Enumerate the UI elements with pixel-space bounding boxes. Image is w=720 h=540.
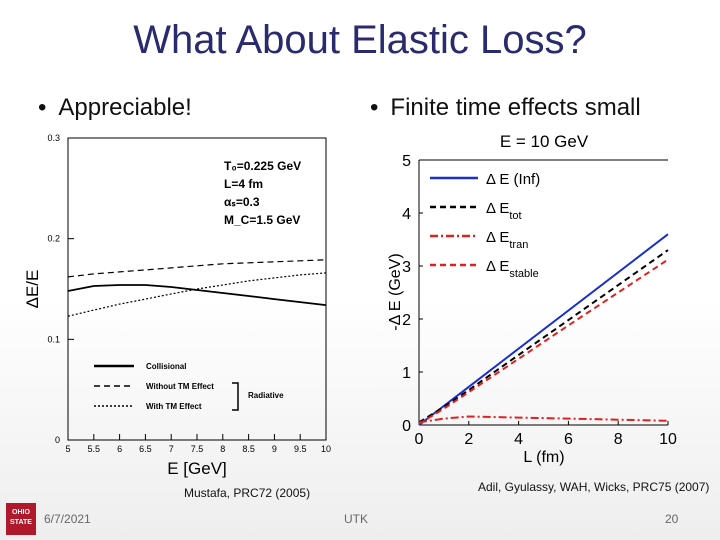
series-line-right [418, 233, 669, 426]
x-axis-label-left: E [GeV] [167, 459, 227, 478]
y-tick-label-left: 0.1 [47, 334, 60, 344]
bullet-right-text: Finite time effects small [390, 94, 641, 121]
y-tick-label-left: 0.3 [47, 133, 60, 143]
y-tick-label-right: 5 [402, 153, 411, 170]
legend-label-subscript: tran [509, 239, 528, 251]
x-tick-label-right: 10 [659, 431, 677, 448]
x-tick-label-right: 4 [514, 431, 523, 448]
citation-right: Adil, Gyulassy, WAH, Wicks, PRC75 (2007) [478, 480, 710, 494]
x-axis-label-right: L (fm) [523, 449, 564, 466]
legend-label-left: Collisional [146, 362, 186, 371]
x-tick-label-left: 9.5 [294, 444, 307, 454]
y-tick-label-left: 0.2 [47, 234, 60, 244]
x-tick-label-right: 2 [464, 431, 473, 448]
logo-text-line: STATE [10, 519, 32, 526]
bullet-dot-icon: • [38, 94, 47, 121]
x-tick-label-left: 9 [272, 444, 277, 454]
x-tick-label-left: 6 [117, 444, 122, 454]
x-tick-label-left: 5 [65, 444, 70, 454]
legend-bracket [232, 382, 239, 411]
x-tick-label-right: 0 [415, 431, 424, 448]
bullet-left-text: Appreciable! [58, 94, 192, 121]
parameter-label: M_C=1.5 GeV [224, 213, 300, 227]
footer-page-number: 20 [665, 512, 679, 526]
y-tick-label-right: 3 [402, 259, 411, 276]
x-tick-label-left: 7 [169, 444, 174, 454]
legend-group-label: Radiative [248, 391, 284, 400]
chart-title-right: E = 10 GeV [500, 132, 589, 151]
series-line-right [418, 258, 669, 425]
bullet-left: • Appreciable! [38, 94, 192, 122]
y-tick-label-right: 0 [402, 418, 411, 435]
x-tick-label-left: 5.5 [88, 444, 101, 454]
footer-date: 6/7/2021 [44, 512, 91, 526]
y-axis-label-right: -Δ E (GeV) [387, 253, 404, 330]
slide-title: What About Elastic Loss? [133, 18, 587, 62]
footer-center: UTK [344, 512, 368, 526]
x-tick-label-left: 10 [321, 444, 331, 454]
series-line-right [418, 249, 669, 424]
series-line-right [418, 415, 669, 424]
y-tick-label-left: 0 [55, 435, 60, 445]
legend-label-right: Δ E (Inf) [486, 171, 540, 188]
legend-label-left: With TM Effect [146, 402, 202, 411]
legend-label-left: Without TM Effect [146, 382, 214, 391]
legend-label-subscript: stable [509, 268, 538, 280]
legend-label-right: Δ Etran [486, 229, 528, 251]
bullet-dot-icon: • [370, 94, 379, 121]
y-axis-label-left: ΔE/E [23, 270, 42, 309]
y-tick-label-right: 4 [402, 206, 411, 223]
x-tick-label-left: 6.5 [139, 444, 152, 454]
parameter-label: T₀=0.225 GeV [224, 159, 301, 173]
legend-label-right: Δ Etot [486, 200, 522, 222]
parameter-label: αₛ=0.3 [224, 195, 260, 209]
x-tick-label-right: 8 [614, 431, 623, 448]
y-tick-label-right: 1 [402, 365, 411, 382]
x-tick-label-left: 7.5 [191, 444, 204, 454]
bullet-right: • Finite time effects small [370, 94, 641, 122]
parameter-label: L=4 fm [224, 177, 263, 191]
university-logo: OHIO STATE [6, 503, 36, 535]
series-line-left [67, 284, 327, 306]
plot-frame-left [67, 137, 327, 441]
x-tick-label-left: 8 [220, 444, 225, 454]
x-tick-label-right: 6 [564, 431, 573, 448]
legend-label-right: Δ Estable [486, 258, 539, 280]
logo-text-line: OHIO [12, 509, 30, 516]
citation-left: Mustafa, PRC72 (2005) [184, 486, 311, 500]
legend-label-subscript: tot [509, 210, 521, 222]
series-line-left [67, 259, 327, 278]
y-tick-label-right: 2 [402, 312, 411, 329]
series-line-left [67, 272, 327, 317]
x-tick-label-left: 8.5 [242, 444, 255, 454]
